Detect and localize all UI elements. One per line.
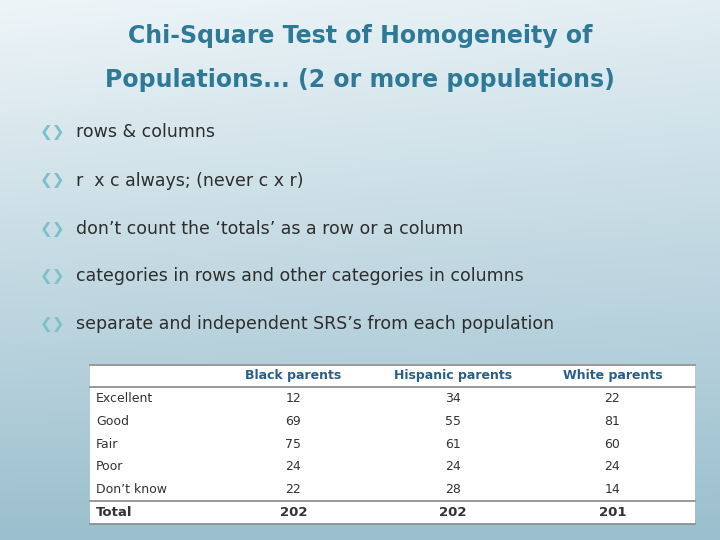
Text: categories in rows and other categories in columns: categories in rows and other categories … (76, 267, 523, 286)
Text: 22: 22 (286, 483, 301, 496)
Text: White parents: White parents (562, 369, 662, 382)
Text: ❮❯: ❮❯ (40, 125, 65, 140)
Text: Good: Good (96, 415, 129, 428)
Text: 55: 55 (445, 415, 461, 428)
Text: 24: 24 (286, 461, 301, 474)
Text: Black parents: Black parents (246, 369, 341, 382)
Text: 34: 34 (445, 392, 461, 405)
Text: r  x c always; (never c x r): r x c always; (never c x r) (76, 172, 303, 190)
Text: 12: 12 (286, 392, 301, 405)
Text: don’t count the ‘totals’ as a row or a column: don’t count the ‘totals’ as a row or a c… (76, 220, 463, 239)
Text: Don’t know: Don’t know (96, 483, 167, 496)
Text: 201: 201 (598, 506, 626, 519)
Text: ❮❯: ❮❯ (40, 173, 65, 188)
Bar (90, 364, 695, 524)
Text: 81: 81 (604, 415, 621, 428)
Text: Poor: Poor (96, 461, 123, 474)
Text: 69: 69 (286, 415, 301, 428)
Text: Hispanic parents: Hispanic parents (394, 369, 512, 382)
Text: ❮❯: ❮❯ (40, 316, 65, 332)
Text: Excellent: Excellent (96, 392, 153, 405)
Text: rows & columns: rows & columns (76, 123, 215, 141)
Text: ❮❯: ❮❯ (40, 269, 65, 284)
Text: 28: 28 (445, 483, 461, 496)
Text: 60: 60 (604, 437, 621, 451)
Text: separate and independent SRS’s from each population: separate and independent SRS’s from each… (76, 315, 554, 333)
Text: 24: 24 (605, 461, 620, 474)
Text: 14: 14 (605, 483, 620, 496)
Text: Chi-Square Test of Homogeneity of: Chi-Square Test of Homogeneity of (127, 24, 593, 48)
Text: 24: 24 (445, 461, 461, 474)
Text: 202: 202 (279, 506, 307, 519)
Text: Total: Total (96, 506, 132, 519)
Text: 22: 22 (605, 392, 620, 405)
Text: Fair: Fair (96, 437, 118, 451)
Text: ❮❯: ❮❯ (40, 222, 65, 237)
Text: 202: 202 (439, 506, 467, 519)
Text: 75: 75 (285, 437, 302, 451)
Text: Populations... (2 or more populations): Populations... (2 or more populations) (105, 68, 615, 91)
Text: 61: 61 (445, 437, 461, 451)
